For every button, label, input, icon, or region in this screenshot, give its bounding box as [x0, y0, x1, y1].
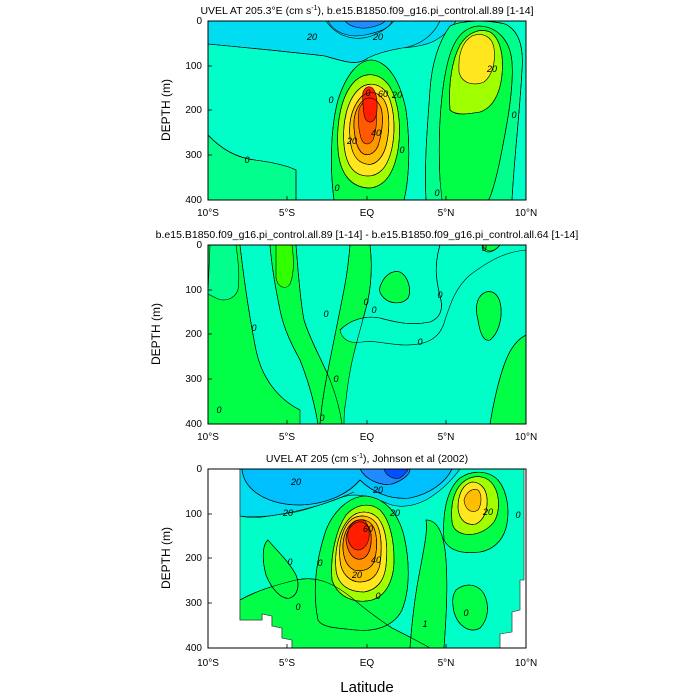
- y-tick: 100: [185, 61, 202, 72]
- x-tick: 5°N: [438, 432, 455, 443]
- y-tick: 200: [185, 105, 202, 116]
- y-tick: 400: [185, 643, 202, 654]
- contour-label: 20: [306, 32, 317, 42]
- contour-label: 40: [371, 128, 381, 138]
- contour-label: 0: [463, 608, 468, 618]
- x-tick: 5°S: [279, 208, 296, 219]
- panel-2: b.e15.B1850.f09_g16.pi_control.all.89 [1…: [149, 229, 578, 443]
- contour-label: 0: [216, 405, 221, 415]
- contour-label: 20: [372, 32, 383, 42]
- x-tick: 10°S: [197, 658, 219, 669]
- x-tick: 10°N: [515, 658, 537, 669]
- contour-label: 60: [378, 89, 388, 99]
- contour-label: 0: [481, 243, 486, 253]
- x-axis-label: Latitude: [340, 679, 393, 696]
- y-axis-label: DEPTH (m): [159, 527, 173, 589]
- contour-label: 0: [371, 305, 376, 315]
- contour-label: 0: [375, 591, 380, 601]
- panel-2-contour-labels: 0 0 0 0 0 0 0 0 0 0: [216, 243, 486, 423]
- panel-3-contour-labels: 20 20 20 20 60 40 20 0 0 0 0 0 1 0 20: [282, 477, 521, 629]
- y-tick: 0: [196, 240, 202, 251]
- panel-1: UVEL AT 205.3°E (cm s-1), b.e15.B1850.f0…: [159, 5, 537, 219]
- y-axis-label: DEPTH (m): [149, 303, 163, 365]
- contour-label: 0: [295, 602, 300, 612]
- y-tick: 200: [185, 553, 202, 564]
- x-tick: 5°N: [438, 208, 455, 219]
- contour-label: 20: [290, 477, 301, 487]
- panel-1-contours: [208, 21, 526, 200]
- contour-label: 20: [482, 507, 493, 517]
- contour-label: 0: [417, 337, 422, 347]
- x-tick: EQ: [360, 432, 375, 443]
- panel-2-axes: 0 100 200 300 400 10°S 5°S EQ 5°N 10°N D…: [149, 240, 537, 443]
- contour-label: 0: [333, 374, 338, 384]
- contour-label: 0: [328, 95, 333, 105]
- x-tick: 5°S: [279, 432, 296, 443]
- contour-label: 0: [244, 155, 249, 165]
- contour-label: 20: [391, 90, 402, 100]
- contour-label: 0: [287, 557, 292, 567]
- y-tick: 200: [185, 329, 202, 340]
- x-tick: 10°S: [197, 432, 219, 443]
- x-tick: 10°N: [515, 208, 537, 219]
- contour-label: 0: [251, 323, 256, 333]
- contour-label: 0: [319, 413, 324, 423]
- contour-label: 0: [363, 297, 368, 307]
- contour-label: 0: [323, 309, 328, 319]
- contour-label: 0: [515, 510, 520, 520]
- contour-label: 20: [282, 508, 293, 518]
- x-tick: 5°N: [438, 658, 455, 669]
- y-tick: 100: [185, 285, 202, 296]
- panel-3-axes: 0 100 200 300 400 10°S 5°S EQ 5°N 10°N D…: [159, 464, 537, 696]
- y-axis-label: DEPTH (m): [159, 79, 173, 141]
- panel-3: UVEL AT 205 (cm s-1), Johnson et al (200…: [159, 453, 537, 696]
- contour-label: 0: [399, 145, 404, 155]
- panel-2-title: b.e15.B1850.f09_g16.pi_control.all.89 [1…: [156, 229, 579, 241]
- y-tick: 0: [196, 16, 202, 27]
- contour-label: 0: [317, 558, 322, 568]
- y-tick: 300: [185, 598, 202, 609]
- y-tick: 0: [196, 464, 202, 475]
- x-tick: 10°S: [197, 208, 219, 219]
- contour-label: 0: [365, 88, 370, 98]
- contour-label: 0: [434, 188, 439, 198]
- contour-label: 0: [437, 290, 442, 300]
- contour-label: 1: [422, 619, 427, 629]
- contour-label: 20: [372, 485, 383, 495]
- panel-1-axes: 0 100 200 300 400 10°S 5°S EQ 5°N 10°N D…: [159, 16, 537, 219]
- panel-3-title: UVEL AT 205 (cm s-1), Johnson et al (200…: [266, 453, 468, 465]
- x-tick: 5°S: [279, 658, 296, 669]
- contour-label: 40: [371, 555, 381, 565]
- y-tick: 100: [185, 509, 202, 520]
- x-tick: EQ: [360, 658, 375, 669]
- y-tick: 300: [185, 150, 202, 161]
- contour-label: 20: [351, 570, 362, 580]
- contour-label: 0: [334, 183, 339, 193]
- contour-label: 0: [511, 110, 516, 120]
- x-tick: 10°N: [515, 432, 537, 443]
- contour-label: 20: [486, 64, 497, 74]
- contour-label: 20: [346, 136, 357, 146]
- y-tick: 400: [185, 419, 202, 430]
- panel-3-contours: [208, 469, 526, 648]
- y-tick: 300: [185, 374, 202, 385]
- x-tick: EQ: [360, 208, 375, 219]
- y-tick: 400: [185, 195, 202, 206]
- panel-1-contour-labels: 20 20 20 0 0 60 40 20 0 0 0 0 0 20 20: [244, 32, 516, 198]
- panel-1-title: UVEL AT 205.3°E (cm s-1), b.e15.B1850.f0…: [200, 5, 533, 17]
- panel-2-contours: [208, 245, 526, 424]
- contour-label: 60: [363, 524, 373, 534]
- contour-label: 20: [389, 508, 400, 518]
